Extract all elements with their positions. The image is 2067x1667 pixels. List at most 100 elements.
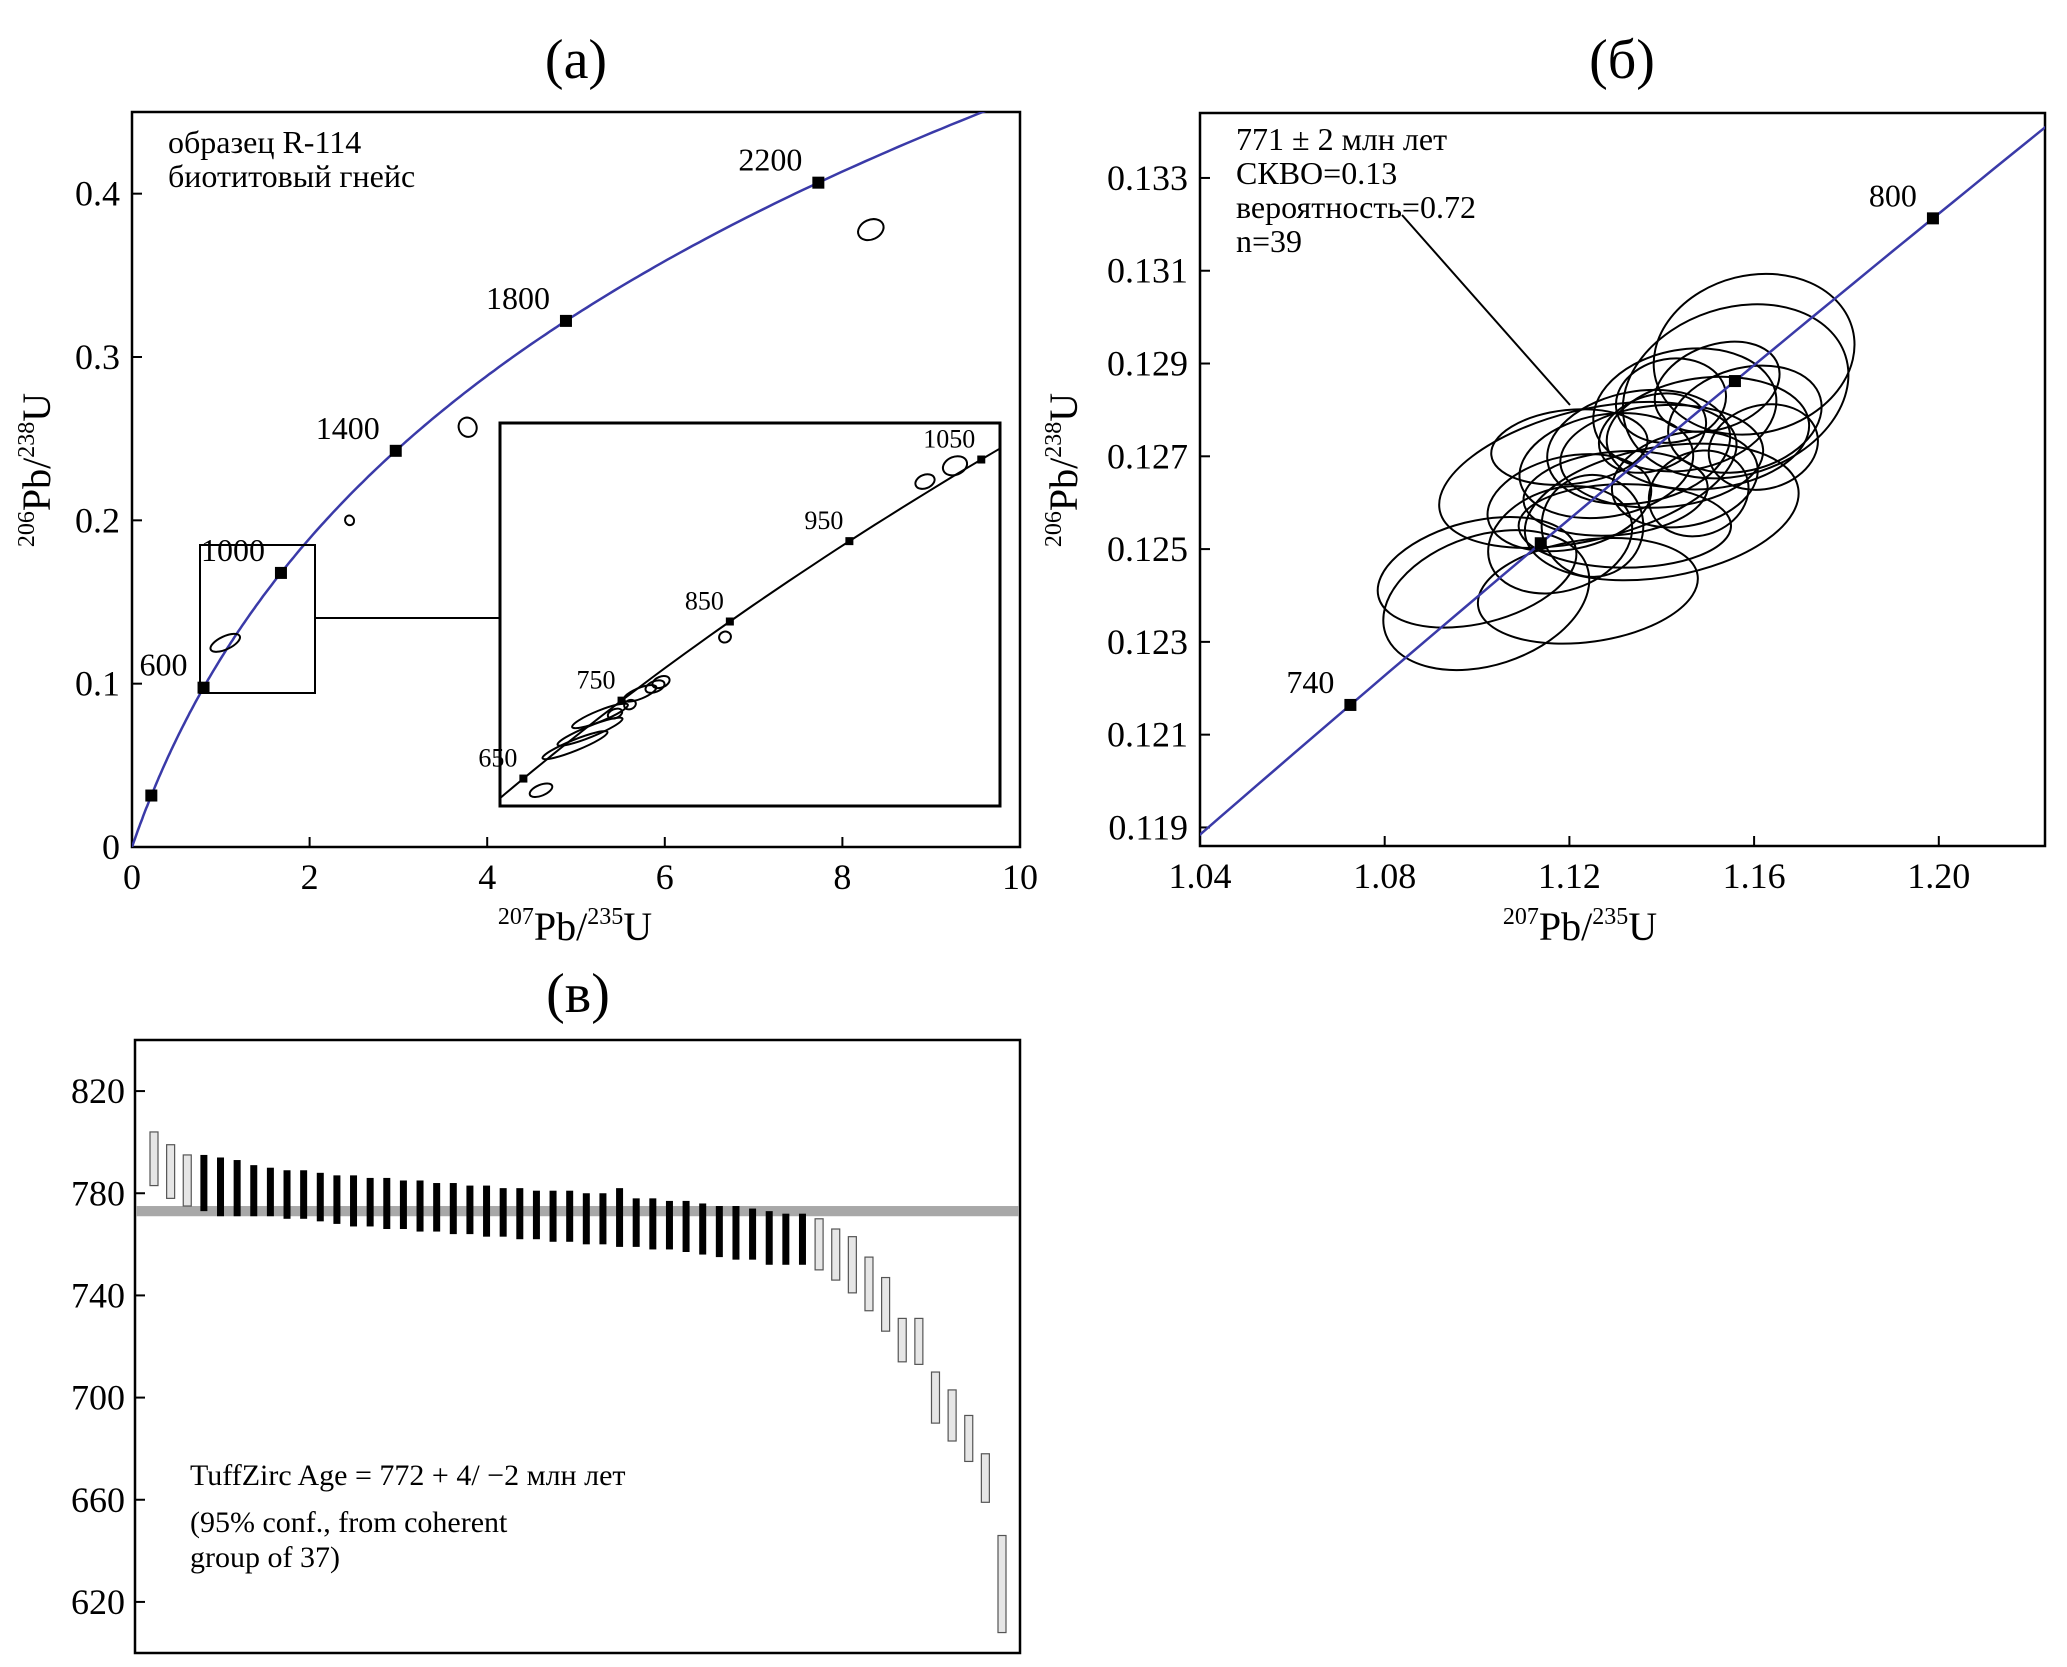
inset-error-ellipse: [651, 675, 671, 690]
y-tick-label: 820: [71, 1071, 125, 1111]
y-tick-label: 740: [71, 1275, 125, 1315]
age-bar-coherent: [383, 1177, 391, 1230]
age-bar-coherent: [466, 1185, 474, 1235]
y-tick-label: 0.123: [1107, 622, 1188, 662]
age-bar-coherent: [300, 1170, 308, 1219]
concordia-age-marker: [1926, 212, 1939, 225]
error-ellipse: [1597, 392, 1708, 474]
age-bar-rejected: [930, 1371, 941, 1424]
panel-b-mswd-label: СКВО=0.13: [1236, 155, 1397, 191]
x-tick-label: 6: [656, 857, 674, 897]
age-bar-coherent: [582, 1193, 590, 1245]
age-bar-coherent: [616, 1188, 624, 1247]
inset-age-marker: [977, 455, 986, 464]
age-bar-rejected: [997, 1534, 1007, 1634]
inset-ellipses: [528, 455, 969, 798]
x-tick-label: 2: [301, 857, 319, 897]
concordia-age-marker: [1728, 375, 1741, 388]
age-bar-coherent: [217, 1157, 225, 1217]
age-bar-coherent: [483, 1185, 491, 1237]
panel-a: (а) 0 2 4 6 8 10 0 0.1 0.2 0.3 0.4 600 1000 1400 1800…: [14, 29, 1038, 949]
age-bar-coherent: [499, 1188, 507, 1237]
panel-c-title: (в): [546, 963, 610, 1025]
inset-age-label: 750: [577, 666, 616, 695]
panel-b-age-label: 771 ± 2 млн лет: [1236, 121, 1447, 157]
error-ellipse: [1667, 364, 1823, 474]
inset-age-marker: [845, 537, 854, 546]
error-ellipse: [1523, 442, 1800, 582]
age-bar-coherent: [366, 1177, 374, 1227]
error-ellipse: [457, 416, 478, 438]
y-tick-label: 0.4: [75, 174, 120, 214]
concordia-age-marker: [1534, 537, 1547, 550]
age-bar-rejected: [814, 1218, 824, 1271]
age-bar-rejected: [914, 1317, 924, 1365]
inset-age-label: 650: [478, 744, 517, 773]
concordia-age-label: 800: [1869, 177, 1917, 213]
concordia-age-marker: [1344, 698, 1357, 711]
y-tick-label: 0.127: [1107, 436, 1188, 476]
inset-age-label: 1050: [923, 425, 975, 454]
age-bar-coherent: [449, 1183, 457, 1235]
age-bars: [149, 1131, 1007, 1634]
y-tick-label: 0.1: [75, 664, 120, 704]
panel-a-ylabel: 206Pb/238U: [14, 393, 59, 547]
inset-markers: [519, 455, 986, 783]
panel-b-title: (б): [1589, 29, 1655, 91]
age-bar-rejected: [847, 1236, 857, 1294]
error-ellipse: [1605, 375, 1811, 491]
age-bar-rejected: [864, 1256, 874, 1312]
age-bar-coherent: [749, 1208, 757, 1260]
y-tick-label: 0.133: [1107, 158, 1188, 198]
y-tick-label: 0: [102, 827, 120, 867]
inset-age-marker: [519, 774, 528, 783]
age-bar-rejected: [182, 1154, 192, 1207]
tuffzirc-age-label: TuffZirc Age = 772 + 4/ −2 млн лет: [190, 1459, 626, 1492]
error-ellipse: [1382, 529, 1591, 672]
age-bar-coherent: [798, 1213, 806, 1265]
age-bar-coherent: [682, 1200, 690, 1252]
age-bar-coherent: [765, 1211, 773, 1265]
inset-error-ellipse: [623, 698, 637, 711]
age-bar-rejected: [831, 1228, 841, 1281]
age-bar-coherent: [699, 1203, 707, 1255]
error-ellipse: [1490, 408, 1649, 486]
panel-b-xlabel: 207Pb/235U: [1503, 904, 1657, 949]
age-bar-rejected: [897, 1317, 907, 1363]
panel-b-ellipses: [1376, 272, 1856, 672]
age-bar-coherent: [549, 1190, 557, 1242]
error-ellipse: [1610, 430, 1759, 529]
error-ellipse: [209, 632, 241, 653]
x-tick-label: 8: [833, 857, 851, 897]
panel-a-title: (а): [545, 29, 607, 91]
error-ellipse: [1476, 537, 1699, 645]
panel-c: (в) 620 660 700 740 780 820 TuffZirc Age = 77…: [71, 963, 1022, 1655]
panel-a-concordia-labels: 600 1000 1400 1800 2200: [140, 142, 803, 683]
age-bar-coherent: [665, 1200, 673, 1250]
age-bar-coherent: [599, 1193, 607, 1245]
inset-error-ellipse: [606, 707, 624, 720]
panel-b-frame: [1198, 111, 2047, 848]
age-bar-coherent: [266, 1167, 274, 1217]
x-tick-label: 4: [478, 857, 496, 897]
error-ellipse: [1376, 516, 1578, 629]
y-tick-label: 0.129: [1107, 344, 1188, 384]
panel-b-concordia-line: [1200, 125, 2045, 837]
concordia-age-label: 1800: [486, 280, 550, 316]
panel-a-xlabel: 207Pb/235U: [498, 904, 652, 949]
panel-b: (б) 1.04 1.08 1.12 1.16 1.20 0.119 0.121 0.123 0…: [1041, 29, 2047, 949]
mean-age-band: [136, 1206, 1019, 1217]
x-tick-label: 1.08: [1353, 856, 1416, 896]
inset-error-ellipse: [528, 782, 554, 798]
y-tick-label: 0.2: [75, 500, 120, 540]
inset-age-label: 850: [685, 587, 724, 616]
y-tick-label: 780: [71, 1173, 125, 1213]
concordia-age-marker: [389, 444, 402, 457]
panel-a-ellipses: [209, 218, 885, 653]
panel-a-rock-label: биотитовый гнейс: [168, 158, 415, 194]
error-ellipse: [344, 514, 356, 527]
x-tick-label: 1.16: [1723, 856, 1786, 896]
age-bar-coherent: [333, 1175, 341, 1224]
age-bar-coherent: [250, 1165, 258, 1217]
